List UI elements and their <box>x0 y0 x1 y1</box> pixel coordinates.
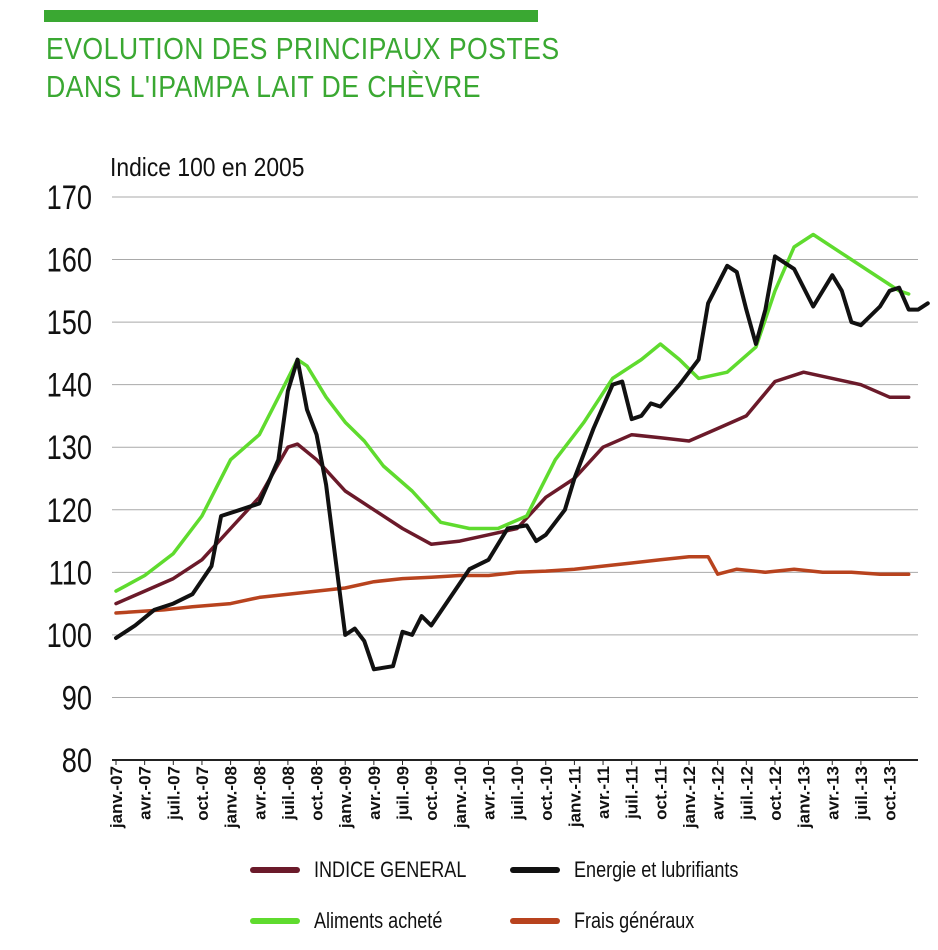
y-tick-label: 120 <box>47 491 92 530</box>
x-tick-label: juil.-11 <box>623 766 642 820</box>
chart-title: EVOLUTION DES PRINCIPAUX POSTES DANS L'I… <box>46 30 560 106</box>
x-tick-label: janv.-11 <box>565 766 584 828</box>
x-tick-label: juil.-09 <box>394 766 413 821</box>
y-tick-label: 100 <box>47 616 92 655</box>
x-tick-label: oct.-10 <box>537 766 556 821</box>
legend-swatch-aliments <box>250 918 300 924</box>
x-tick-label: juil.-10 <box>508 766 527 821</box>
x-tick-label: juil.-12 <box>737 766 756 821</box>
series-line-indice-general <box>114 370 911 606</box>
x-tick-label: avr.-10 <box>479 766 498 820</box>
series-line-frais-generaux <box>114 554 911 615</box>
x-tick-label: janv.-13 <box>795 766 814 829</box>
x-tick-label: janv.-08 <box>222 766 241 829</box>
y-tick-label: 130 <box>47 428 92 467</box>
x-tick-label: avr.-09 <box>365 766 384 820</box>
x-tick-label: oct.-09 <box>422 766 441 821</box>
y-tick-label: 140 <box>47 366 92 405</box>
gridlines <box>112 196 918 761</box>
legend-item-frais: Frais généraux <box>510 906 721 936</box>
title-accent-bar <box>44 10 538 22</box>
y-tick-label: 150 <box>47 303 92 342</box>
x-tick-label: avr.-13 <box>823 766 842 820</box>
x-tick-label: oct.-07 <box>193 766 212 821</box>
legend-item-indice-general: INDICE GENERAL <box>250 855 500 885</box>
x-tick-label: janv.-10 <box>451 766 470 829</box>
x-tick-label: oct.-12 <box>766 766 785 821</box>
chart-legend: INDICE GENERAL Energie et lubrifiants Al… <box>250 845 810 945</box>
x-axis-tick-labels: janv.-07 avr.-07 juil.-07 oct.-07 janv.-08 av… <box>107 760 900 829</box>
x-tick-label: oct.-13 <box>881 766 900 821</box>
x-tick-label: avr.-08 <box>250 766 269 820</box>
y-tick-label: 110 <box>49 553 92 592</box>
x-tick-label: avr.-11 <box>594 766 613 819</box>
series-line-aliments-achete <box>114 232 911 593</box>
y-tick-label: 90 <box>62 679 92 718</box>
line-chart: 80 90 100 110 120 130 140 150 160 170 janv.-07 avr… <box>47 154 930 829</box>
x-tick-label: juil.-07 <box>164 766 183 821</box>
x-tick-label: janv.-09 <box>336 766 355 829</box>
legend-swatch-frais <box>510 918 560 924</box>
x-tick-label: oct.-08 <box>308 766 327 821</box>
legend-label-frais: Frais généraux <box>574 908 695 933</box>
x-tick-label: avr.-12 <box>709 766 728 820</box>
y-axis-tick-labels: 80 90 100 110 120 130 140 150 160 170 <box>47 178 92 780</box>
y-tick-label: 160 <box>47 241 92 280</box>
x-tick-label: avr.-07 <box>136 766 155 820</box>
y-tick-label: 170 <box>47 178 92 217</box>
x-tick-label: juil.-13 <box>852 766 871 821</box>
legend-swatch-indice-general <box>250 867 300 873</box>
chart-title-line-2: DANS L'IPAMPA LAIT DE CHÈVRE <box>46 69 481 104</box>
legend-item-energie: Energie et lubrifiants <box>510 855 775 885</box>
legend-label-aliments: Aliments acheté <box>314 908 443 933</box>
series-line-energie-et-lubrifiants <box>114 254 930 672</box>
legend-label-indice-general: INDICE GENERAL <box>314 857 467 882</box>
series-lines <box>114 232 930 672</box>
x-tick-label: janv.-12 <box>680 766 699 829</box>
legend-item-aliments: Aliments acheté <box>250 906 471 936</box>
legend-swatch-energie <box>510 867 560 873</box>
legend-label-energie: Energie et lubrifiants <box>574 857 739 882</box>
chart-title-line-1: EVOLUTION DES PRINCIPAUX POSTES <box>46 31 560 66</box>
x-tick-label: juil.-08 <box>279 766 298 821</box>
chart-subtitle: Indice 100 en 2005 <box>110 154 304 183</box>
x-tick-label: janv.-07 <box>107 766 126 829</box>
x-tick-label: oct.-11 <box>651 766 670 820</box>
y-tick-label: 80 <box>62 741 92 780</box>
